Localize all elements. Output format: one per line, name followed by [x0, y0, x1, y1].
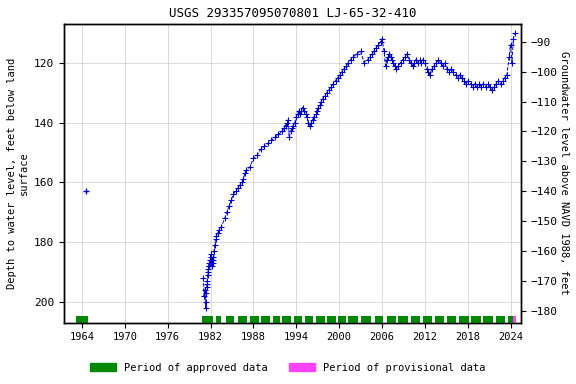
Y-axis label: Depth to water level, feet below land
surface: Depth to water level, feet below land su… [7, 58, 29, 289]
Legend: Period of approved data, Period of provisional data: Period of approved data, Period of provi… [86, 359, 490, 377]
Y-axis label: Groundwater level above NAVD 1988, feet: Groundwater level above NAVD 1988, feet [559, 51, 569, 295]
Title: USGS 293357095070801 LJ-65-32-410: USGS 293357095070801 LJ-65-32-410 [169, 7, 416, 20]
